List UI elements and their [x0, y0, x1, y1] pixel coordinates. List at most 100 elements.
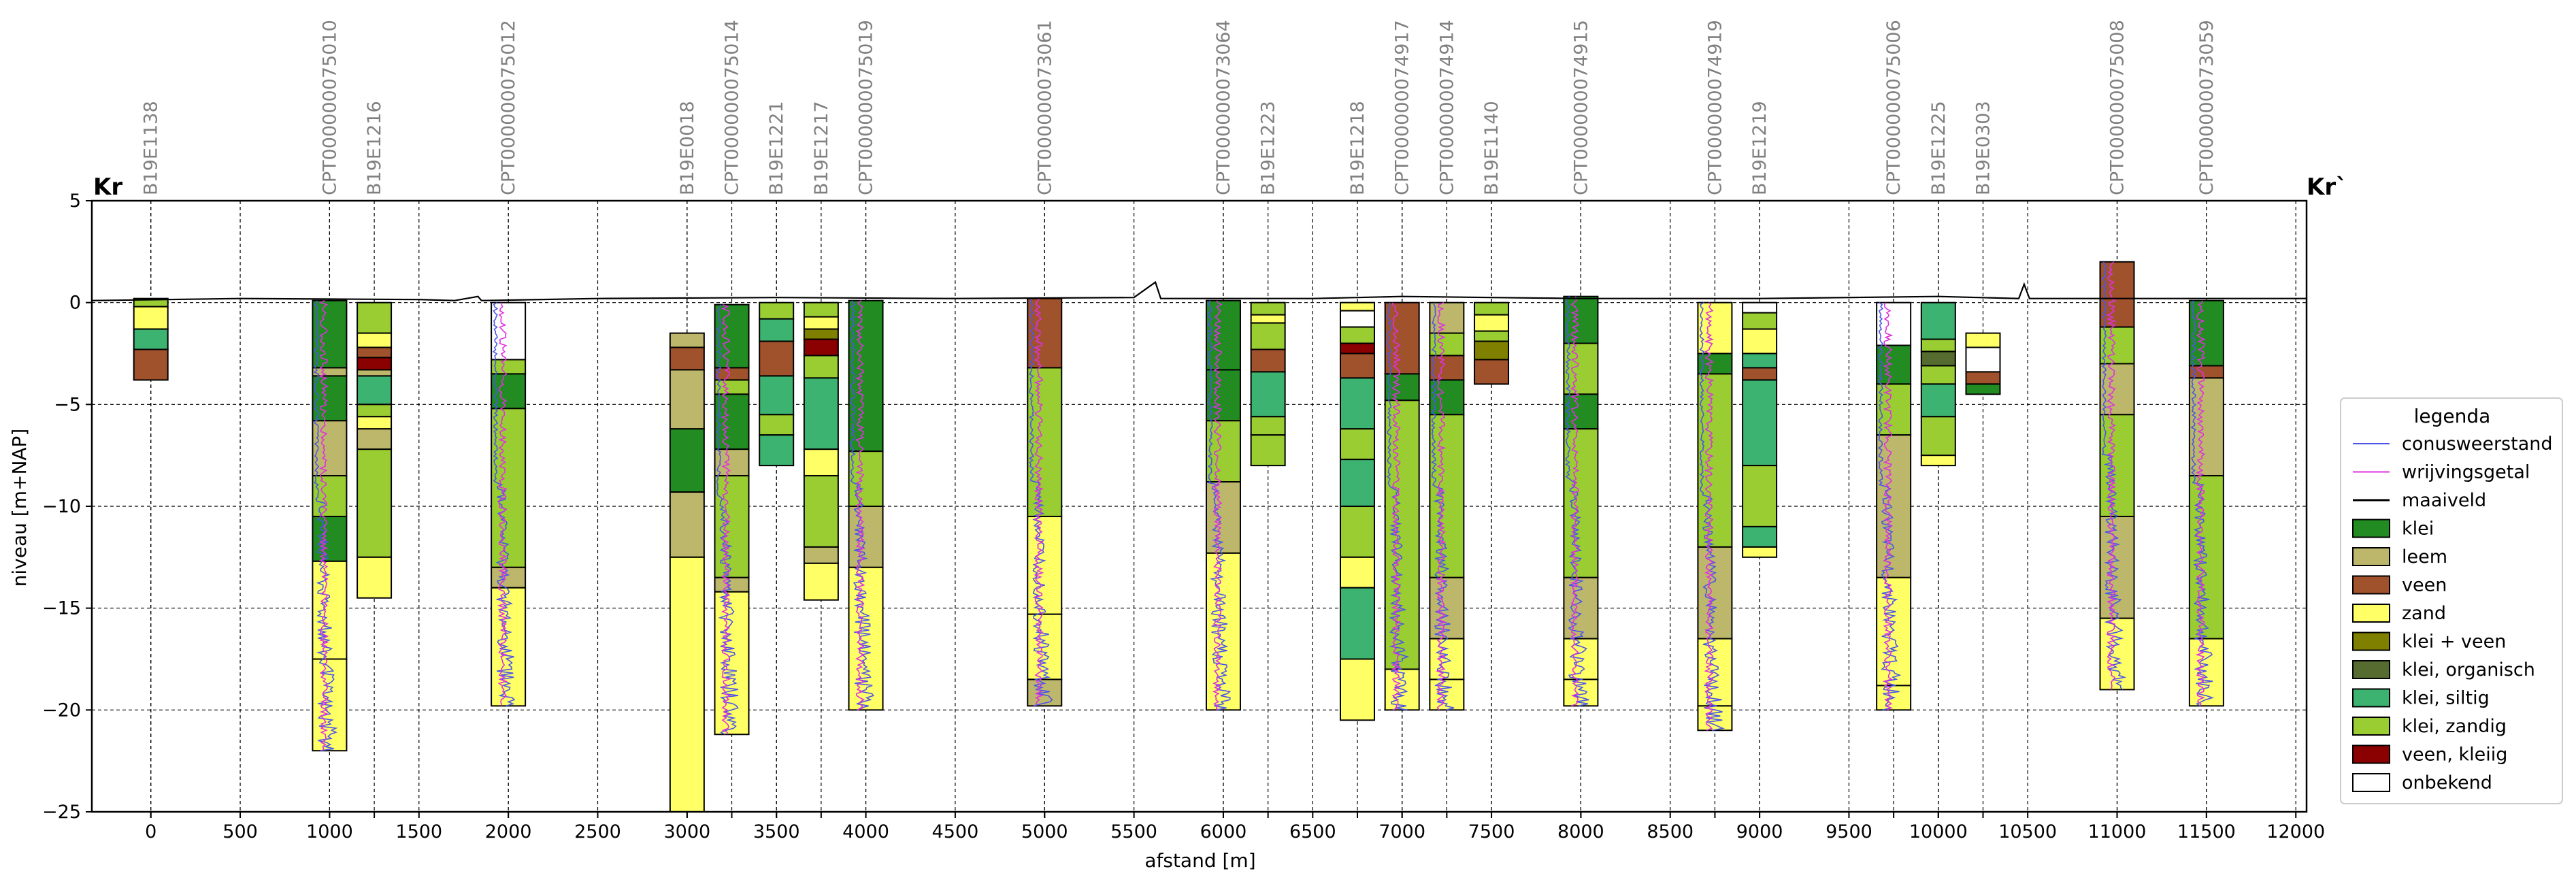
y-tick-label: −5 — [54, 394, 81, 415]
x-tick-label: 11000 — [2088, 821, 2147, 842]
layer-veen — [669, 346, 705, 371]
layer-onbekend — [1965, 346, 2001, 373]
legend-swatch-box — [2352, 773, 2390, 792]
layer-klei-siltig — [759, 434, 795, 467]
conusweerstand-line — [716, 304, 739, 735]
legend-label: veen — [2402, 575, 2447, 596]
borehole-CPT000000073061 — [1027, 297, 1063, 707]
layer-veen — [1384, 301, 1420, 375]
x-tick-label: 8500 — [1647, 821, 1694, 842]
layer-veen-kleiig — [803, 338, 839, 357]
layer-klei — [312, 515, 348, 562]
legend-swatch-box — [2352, 547, 2390, 566]
layer-klei-siltig — [1250, 371, 1286, 418]
layer-klei-zandig — [803, 475, 839, 548]
legend-swatch-box — [2352, 631, 2390, 651]
layer-leem — [312, 367, 348, 377]
x-tick-label: 6500 — [1289, 821, 1336, 842]
legend-entry: klei, organisch — [2352, 659, 2535, 680]
x-tick-label: 0 — [145, 821, 156, 842]
wrijvingsgetal-line — [1882, 302, 1894, 710]
y-tick-label: −25 — [42, 802, 81, 823]
borehole-B19E1138 — [133, 297, 169, 381]
layer-zand — [1340, 556, 1375, 589]
legend-swatch-box — [2352, 604, 2390, 623]
legend-swatch-box — [2352, 688, 2390, 708]
layer-zand — [1429, 678, 1465, 711]
legend-label: wrijvingsgetal — [2402, 462, 2530, 483]
layer-zand — [803, 448, 839, 477]
wrijvingsgetal-line — [1436, 301, 1447, 710]
borehole-CPT000000074917 — [1384, 301, 1420, 711]
borehole-B19E1221 — [759, 301, 795, 467]
layer-leem — [1205, 481, 1241, 554]
layer-klei-organisch — [1920, 350, 1956, 367]
x-tick-label: 4000 — [842, 821, 889, 842]
layer-veen — [1474, 359, 1510, 385]
legend-swatch-box — [2352, 717, 2390, 736]
layer-zand — [133, 306, 169, 330]
layer-veen-kleiig — [1340, 342, 1375, 355]
y-axis-label: niveau [m+NAP] — [8, 429, 31, 587]
layer-klei — [669, 428, 705, 493]
borehole-label: CPT000000074917 — [1392, 20, 1413, 195]
legend-entry: klei — [2352, 519, 2434, 540]
conusweerstand-line — [2190, 300, 2215, 706]
legend-swatch-box — [2352, 519, 2390, 538]
layer-veen — [714, 367, 750, 381]
legend-entry: onbekend — [2352, 772, 2492, 793]
legend-swatch-box — [2352, 744, 2390, 764]
layer-klei-zandig — [1250, 301, 1286, 316]
legend-label: veen, kleiig — [2402, 744, 2507, 766]
y-tick-label: −20 — [42, 700, 81, 721]
wrijvingsgetal-line — [1704, 302, 1715, 732]
borehole-CPT000000075008 — [2099, 261, 2135, 691]
borehole-label: B19E1138 — [141, 101, 162, 195]
borehole-label: CPT000000073059 — [2196, 20, 2217, 195]
conusweerstand-line — [492, 302, 516, 707]
x-tick-label: 9500 — [1826, 821, 1872, 842]
layer-onbekend — [491, 301, 527, 361]
layer-zand — [1920, 455, 1956, 467]
layer-zand — [1027, 515, 1063, 615]
layer-klei-zandig — [759, 414, 795, 436]
conusweerstand-line — [1431, 302, 1455, 711]
layer-zand — [357, 332, 393, 348]
borehole-label: CPT000000075014 — [722, 20, 743, 195]
x-tick-label: 500 — [222, 821, 258, 842]
layer-zand — [1876, 576, 1912, 687]
conusweerstand-line — [850, 300, 874, 710]
legend-swatch-box — [2352, 575, 2390, 595]
borehole-CPT000000075014 — [714, 303, 750, 736]
borehole-label: B19E0303 — [1972, 101, 1994, 195]
borehole-label: CPT000000074915 — [1570, 20, 1591, 195]
legend-entry: maaiveld — [2353, 490, 2486, 511]
layer-zand — [1742, 328, 1778, 355]
legend-entry: zand — [2352, 603, 2446, 624]
x-tick-label: 12000 — [2266, 821, 2325, 842]
borehole-CPT000000075010 — [312, 299, 348, 752]
y-tick-label: −15 — [42, 598, 81, 619]
wrijvingsgetal-line — [1391, 302, 1402, 711]
legend-entry: veen, kleiig — [2352, 744, 2507, 766]
borehole-label: B19E1225 — [1928, 101, 1949, 195]
layer-zand — [1340, 301, 1375, 312]
borehole-label: B19E0018 — [677, 101, 698, 195]
borehole-label: CPT000000075006 — [1883, 20, 1904, 195]
layer-klei-veen — [1474, 340, 1510, 361]
layer-klei-siltig — [1742, 379, 1778, 467]
maaiveld-line — [91, 280, 2307, 301]
layer-klei-zandig — [1027, 367, 1063, 517]
borehole-CPT000000074914 — [1429, 301, 1465, 711]
x-tick-label: 10000 — [1909, 821, 1968, 842]
borehole-label: CPT000000073061 — [1034, 20, 1055, 195]
wrijvingsgetal-line — [318, 299, 329, 751]
layer-veen — [357, 346, 393, 359]
borehole-CPT000000074919 — [1697, 301, 1733, 732]
layer-zand — [1250, 314, 1286, 324]
layer-klei — [714, 393, 750, 450]
layer-klei-zandig — [1920, 365, 1956, 385]
borehole-label: CPT000000074919 — [1704, 20, 1725, 195]
layer-klei — [312, 299, 348, 369]
